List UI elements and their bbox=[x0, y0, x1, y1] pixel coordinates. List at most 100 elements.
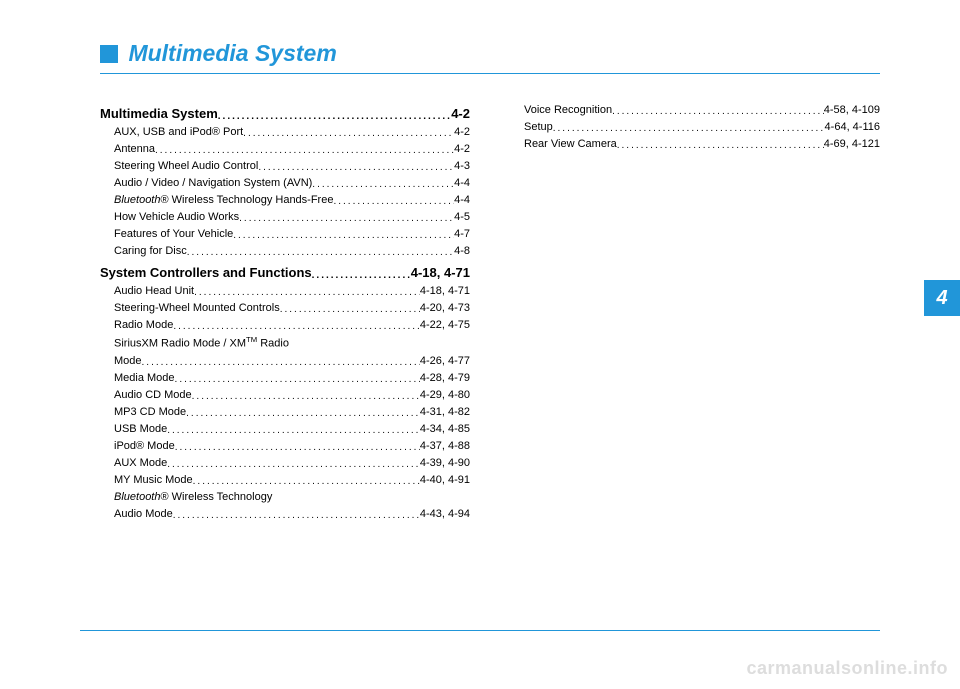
toc-entry: Bluetooth® Wireless Technology bbox=[100, 489, 470, 506]
toc-label: Voice Recognition bbox=[510, 102, 612, 119]
toc-entry: AUX, USB and iPod® Port 4-2 bbox=[100, 124, 470, 141]
toc-entry: SiriusXM Radio Mode / XMTM Radio bbox=[100, 334, 470, 353]
toc-leader-dots bbox=[187, 245, 454, 260]
toc-label: Features of Your Vehicle bbox=[100, 226, 233, 243]
toc-column-right: Voice Recognition 4-58, 4-109Setup 4-64,… bbox=[510, 102, 880, 523]
toc-page: 4-22, 4-75 bbox=[420, 317, 470, 334]
toc-leader-dots bbox=[312, 177, 454, 192]
toc-entry: Audio CD Mode 4-29, 4-80 bbox=[100, 387, 470, 404]
toc-page: 4-18, 4-71 bbox=[411, 263, 470, 283]
toc-leader-dots bbox=[175, 372, 420, 387]
toc-label: Mode bbox=[100, 353, 142, 370]
toc-page: 4-8 bbox=[454, 243, 470, 260]
toc-leader-dots bbox=[258, 160, 454, 175]
toc-page: 4-5 bbox=[454, 209, 470, 226]
toc-leader-dots bbox=[233, 228, 454, 243]
toc-leader-dots bbox=[192, 389, 420, 404]
toc-leader-dots bbox=[173, 508, 420, 523]
toc-page: 4-31, 4-82 bbox=[420, 404, 470, 421]
toc-entry: AUX Mode 4-39, 4-90 bbox=[100, 455, 470, 472]
toc-label: Setup bbox=[510, 119, 553, 136]
toc-entry: Mode 4-26, 4-77 bbox=[100, 353, 470, 370]
toc-label: Multimedia System bbox=[100, 104, 218, 124]
toc-page: 4-39, 4-90 bbox=[420, 455, 470, 472]
toc-page: 4-69, 4-121 bbox=[824, 136, 880, 153]
chapter-tab-number: 4 bbox=[936, 287, 947, 310]
toc-label: How Vehicle Audio Works bbox=[100, 209, 239, 226]
toc-page: 4-3 bbox=[454, 158, 470, 175]
toc-leader-dots bbox=[142, 355, 420, 370]
toc-leader-dots bbox=[193, 474, 420, 489]
toc-label: Antenna bbox=[100, 141, 155, 158]
toc-entry: Audio Mode 4-43, 4-94 bbox=[100, 506, 470, 523]
toc-leader-dots bbox=[155, 143, 454, 158]
toc-columns: Multimedia System4-2AUX, USB and iPod® P… bbox=[100, 102, 880, 523]
toc-page: 4-18, 4-71 bbox=[420, 283, 470, 300]
toc-page: 4-58, 4-109 bbox=[824, 102, 880, 119]
toc-label: System Controllers and Functions bbox=[100, 263, 312, 283]
toc-entry: Features of Your Vehicle 4-7 bbox=[100, 226, 470, 243]
toc-label: Rear View Camera bbox=[510, 136, 617, 153]
toc-label: iPod® Mode bbox=[100, 438, 175, 455]
toc-label: AUX, USB and iPod® Port bbox=[100, 124, 243, 141]
toc-label: Audio / Video / Navigation System (AVN) bbox=[100, 175, 312, 192]
toc-entry: iPod® Mode 4-37, 4-88 bbox=[100, 438, 470, 455]
toc-leader-dots bbox=[186, 406, 420, 421]
toc-entry: Media Mode 4-28, 4-79 bbox=[100, 370, 470, 387]
toc-label: MY Music Mode bbox=[100, 472, 193, 489]
toc-leader-dots bbox=[175, 440, 420, 455]
toc-entry: MY Music Mode 4-40, 4-91 bbox=[100, 472, 470, 489]
toc-entry: Caring for Disc 4-8 bbox=[100, 243, 470, 260]
toc-label: Bluetooth® Wireless Technology Hands-Fre… bbox=[100, 192, 333, 209]
toc-page: 4-4 bbox=[454, 192, 470, 209]
toc-page: 4-20, 4-73 bbox=[420, 300, 470, 317]
toc-leader-dots bbox=[243, 126, 454, 141]
toc-label: Bluetooth® Wireless Technology bbox=[100, 489, 272, 506]
toc-page: 4-2 bbox=[454, 124, 470, 141]
toc-label: AUX Mode bbox=[100, 455, 167, 472]
toc-section: System Controllers and Functions 4-18, 4… bbox=[100, 263, 470, 283]
toc-entry: Steering Wheel Audio Control 4-3 bbox=[100, 158, 470, 175]
toc-page: 4-28, 4-79 bbox=[420, 370, 470, 387]
toc-label: MP3 CD Mode bbox=[100, 404, 186, 421]
toc-leader-dots bbox=[280, 302, 420, 317]
toc-page: 4-29, 4-80 bbox=[420, 387, 470, 404]
toc-leader-dots bbox=[173, 319, 420, 334]
footer-rule bbox=[80, 630, 880, 631]
toc-leader-dots bbox=[553, 121, 825, 136]
toc-label: USB Mode bbox=[100, 421, 167, 438]
toc-entry: Bluetooth® Wireless Technology Hands-Fre… bbox=[100, 192, 470, 209]
toc-label: Media Mode bbox=[100, 370, 175, 387]
toc-leader-dots bbox=[167, 423, 420, 438]
chapter-title: Multimedia System bbox=[128, 40, 336, 67]
toc-entry: MP3 CD Mode 4-31, 4-82 bbox=[100, 404, 470, 421]
toc-label: Steering Wheel Audio Control bbox=[100, 158, 258, 175]
toc-leader-dots bbox=[333, 194, 454, 209]
toc-leader-dots bbox=[218, 109, 451, 124]
toc-leader-dots bbox=[617, 138, 824, 153]
toc-entry: Steering-Wheel Mounted Controls 4-20, 4-… bbox=[100, 300, 470, 317]
toc-label: Audio CD Mode bbox=[100, 387, 192, 404]
toc-label: Audio Mode bbox=[100, 506, 173, 523]
toc-leader-dots bbox=[612, 104, 824, 119]
toc-page: 4-2 bbox=[451, 104, 470, 124]
toc-leader-dots bbox=[239, 211, 454, 226]
toc-entry: Rear View Camera 4-69, 4-121 bbox=[510, 136, 880, 153]
toc-label: Radio Mode bbox=[100, 317, 173, 334]
toc-entry: Voice Recognition 4-58, 4-109 bbox=[510, 102, 880, 119]
toc-page: 4-7 bbox=[454, 226, 470, 243]
toc-page: 4-43, 4-94 bbox=[420, 506, 470, 523]
toc-leader-dots bbox=[312, 268, 411, 283]
toc-entry: How Vehicle Audio Works 4-5 bbox=[100, 209, 470, 226]
toc-page: 4-2 bbox=[454, 141, 470, 158]
title-underline bbox=[100, 73, 880, 74]
toc-entry: USB Mode4-34, 4-85 bbox=[100, 421, 470, 438]
chapter-tab: 4 bbox=[924, 280, 960, 316]
toc-page: 4-4 bbox=[454, 175, 470, 192]
toc-page: 4-26, 4-77 bbox=[420, 353, 470, 370]
toc-label: Audio Head Unit bbox=[100, 283, 194, 300]
toc-label: Caring for Disc bbox=[100, 243, 187, 260]
watermark: carmanualsonline.info bbox=[746, 658, 948, 679]
toc-section: Multimedia System 4-2 bbox=[100, 104, 470, 124]
toc-entry: Radio Mode 4-22, 4-75 bbox=[100, 317, 470, 334]
